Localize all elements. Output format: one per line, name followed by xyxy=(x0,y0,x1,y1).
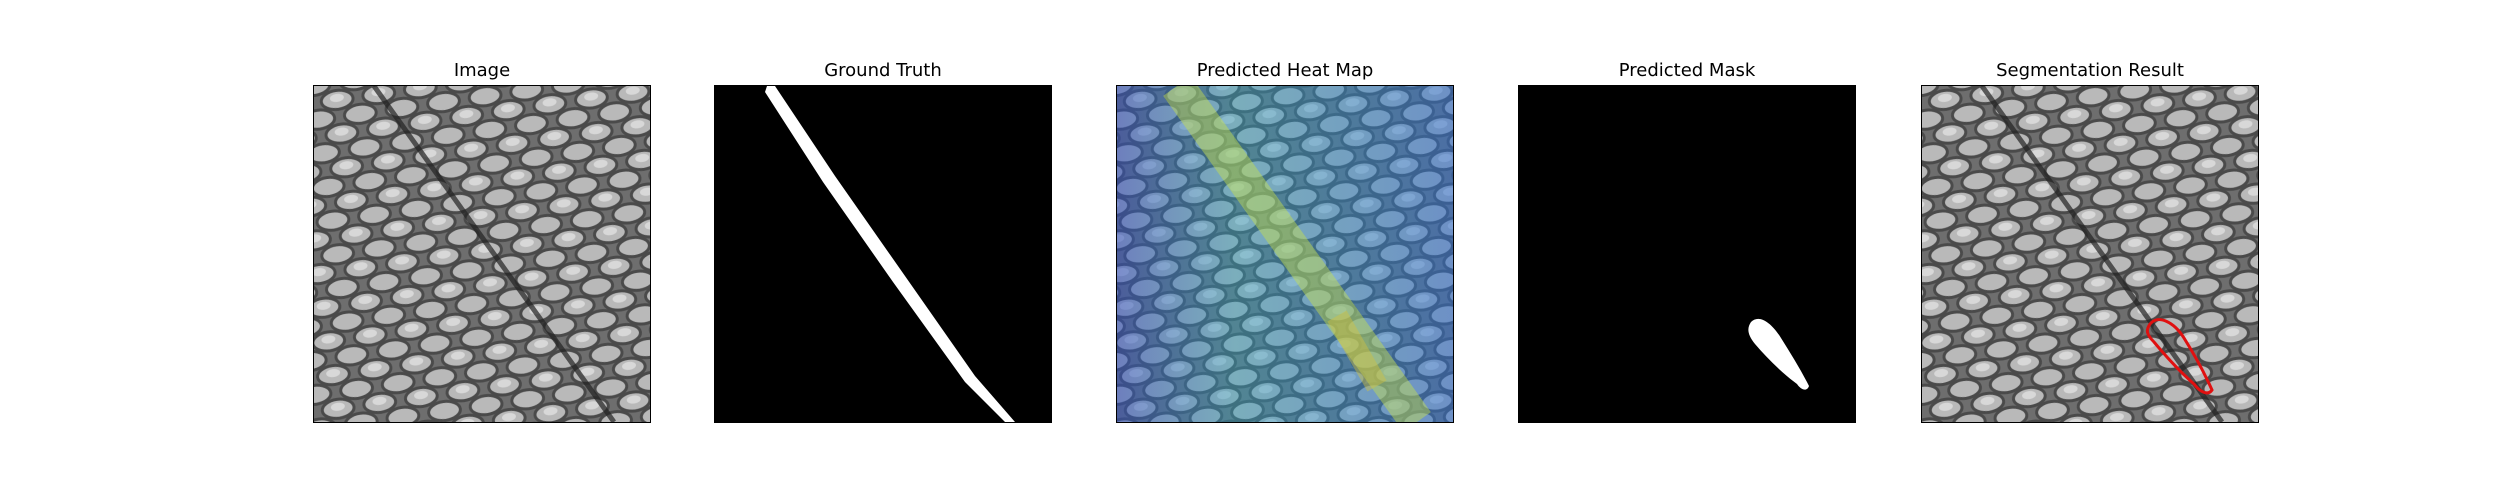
predicted-mask xyxy=(1518,85,1856,423)
predicted-defect-region xyxy=(1748,318,1809,390)
panel-title: Predicted Heat Map xyxy=(1196,60,1374,81)
gt-defect-region xyxy=(765,86,1015,422)
panel-segmentation-result: Segmentation Result xyxy=(1921,60,2259,436)
panel-heat-map: Predicted Heat Map xyxy=(1116,60,1454,436)
heat-hotspot xyxy=(1163,86,1431,422)
heat-map xyxy=(1116,85,1454,423)
defect-streak xyxy=(371,86,617,422)
panel-title: Ground Truth xyxy=(824,60,942,81)
fabric-image xyxy=(313,85,651,423)
panel-image: Image xyxy=(313,60,651,436)
panel-title: Predicted Mask xyxy=(1618,60,1756,81)
panel-title: Segmentation Result xyxy=(1996,60,2184,81)
panel-ground-truth: Ground Truth xyxy=(714,60,1052,436)
panel-title: Image xyxy=(453,60,511,81)
segmentation-contour xyxy=(2145,318,2214,395)
segmentation-overlay xyxy=(1921,85,2259,423)
ground-truth-mask xyxy=(714,85,1052,423)
panel-predicted-mask: Predicted Mask xyxy=(1518,60,1856,436)
